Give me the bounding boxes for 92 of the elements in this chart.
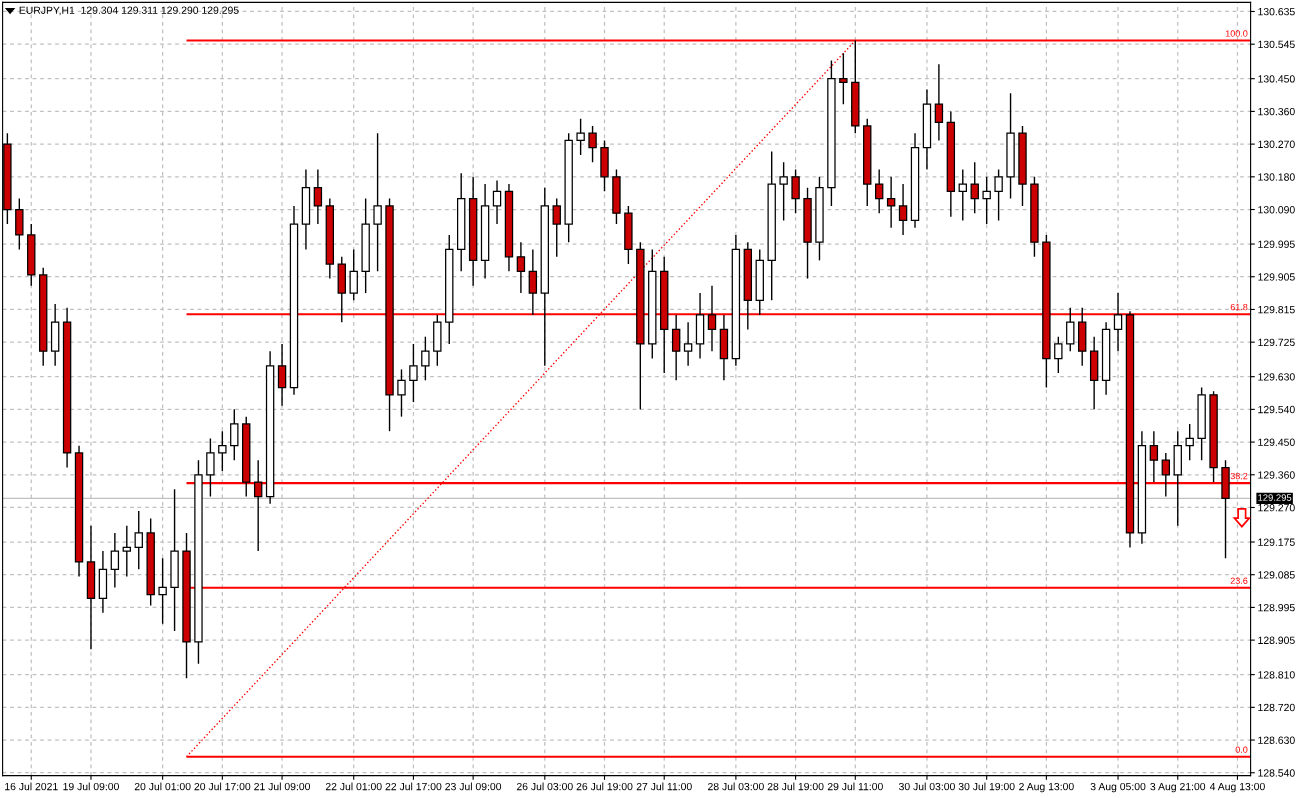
y-tick-label: 129.085 xyxy=(1258,571,1295,579)
y-tick-label: 129.540 xyxy=(1258,405,1295,414)
candlestick xyxy=(492,179,502,225)
candlestick xyxy=(110,532,120,589)
x-tick-label: 21 Jul 09:00 xyxy=(254,782,311,791)
candlestick xyxy=(158,557,167,625)
candlestick xyxy=(886,176,896,229)
x-tick-label: 20 Jul 17:00 xyxy=(194,782,251,791)
ref-line-label: 129.295 xyxy=(1258,494,1292,501)
candlestick xyxy=(779,161,788,222)
candlestick xyxy=(934,63,944,142)
candlestick xyxy=(218,430,227,472)
candlestick xyxy=(373,132,382,272)
candlestick xyxy=(230,408,239,461)
candlestick xyxy=(277,343,287,407)
annotation: 38.2 xyxy=(1230,472,1248,480)
candlestick xyxy=(970,161,979,214)
candlestick xyxy=(1054,336,1063,374)
candlestick xyxy=(683,321,693,367)
y-tick-label: 130.360 xyxy=(1258,107,1295,116)
y-tick-label: 128.540 xyxy=(1258,769,1295,777)
x-tick-label: 16 Jul 2021 xyxy=(5,782,58,791)
y-tick-label: 130.545 xyxy=(1258,40,1295,49)
candlestick xyxy=(409,343,418,403)
candlestick xyxy=(874,168,884,214)
candlestick xyxy=(576,117,585,156)
candlestick xyxy=(982,176,991,225)
candlestick xyxy=(588,125,597,163)
candlestick xyxy=(707,285,717,352)
annotation: 23.6 xyxy=(1230,577,1248,584)
candlestick xyxy=(552,197,561,258)
candlestick xyxy=(839,52,848,105)
x-tick-label: 3 Aug 21:00 xyxy=(1150,782,1206,793)
y-tick-label: 129.995 xyxy=(1258,240,1295,248)
y-tick-label: 128.630 xyxy=(1258,736,1295,744)
annotation: 61.8 xyxy=(1230,303,1248,311)
x-tick-label: 26 Jul 03:00 xyxy=(516,782,573,791)
y-tick-label: 129.175 xyxy=(1258,538,1295,546)
x-tick-label: 29 Jul 11:00 xyxy=(827,782,883,791)
x-tick-label: 2 Aug 13:00 xyxy=(1019,782,1074,793)
candlestick xyxy=(1113,292,1123,352)
x-tick-label: 26 Jul 19:00 xyxy=(576,782,633,791)
y-tick-label: 130.270 xyxy=(1258,140,1295,148)
candlestick xyxy=(958,168,967,222)
annotation: 0.0 xyxy=(1235,746,1248,753)
candlestick xyxy=(206,437,215,498)
x-tick-label: 27 Jul 11:00 xyxy=(636,782,692,791)
candlestick xyxy=(253,459,263,552)
y-tick-label: 129.450 xyxy=(1258,438,1295,446)
candlestick xyxy=(516,241,526,294)
candlestick xyxy=(421,336,430,381)
candlestick xyxy=(671,314,681,381)
chart-title: EURJPY,H1 129.304 129.311 129.290 129.295 xyxy=(19,6,239,16)
x-tick-label: 30 Jul 19:00 xyxy=(958,782,1015,791)
y-tick-label: 129.815 xyxy=(1258,305,1295,314)
candlestick xyxy=(791,168,800,214)
y-tick-label: 129.630 xyxy=(1258,373,1295,381)
candlestick xyxy=(313,168,323,225)
candlestick xyxy=(122,524,132,578)
x-tick-label: 4 Aug 13:00 xyxy=(1209,782,1265,793)
x-tick-label: 22 Jul 01:00 xyxy=(325,782,382,791)
y-tick-label: 129.725 xyxy=(1258,338,1295,347)
x-tick-label: 19 Jul 09:00 xyxy=(63,782,119,791)
x-tick-label: 23 Jul 09:00 xyxy=(445,782,502,791)
y-tick-label: 130.635 xyxy=(1258,7,1295,16)
candlestick xyxy=(898,183,908,236)
annotation: 100.0 xyxy=(1225,30,1248,37)
y-tick-label: 128.810 xyxy=(1258,671,1295,679)
y-tick-label: 130.090 xyxy=(1258,206,1295,214)
y-tick-label: 129.270 xyxy=(1258,503,1295,512)
candlestick xyxy=(349,248,358,302)
y-tick-label: 129.905 xyxy=(1258,273,1295,281)
candlestick xyxy=(994,168,1003,222)
candlestick xyxy=(1149,430,1159,483)
candlestick xyxy=(1161,452,1171,498)
candlestick xyxy=(134,510,143,570)
candlestick xyxy=(397,368,406,418)
y-tick-label: 129.360 xyxy=(1258,471,1295,479)
y-tick-label: 128.720 xyxy=(1258,703,1295,712)
x-tick-label: 30 Jul 03:00 xyxy=(898,782,955,791)
x-tick-label: 28 Jul 03:00 xyxy=(708,782,764,791)
y-tick-label: 128.995 xyxy=(1258,603,1295,612)
candlestick xyxy=(1066,306,1075,352)
y-tick-label: 130.180 xyxy=(1258,173,1295,181)
x-tick-label: 20 Jul 01:00 xyxy=(134,782,191,791)
candlestick xyxy=(528,248,538,316)
candlestick xyxy=(1185,423,1194,461)
x-tick-label: 28 Jul 19:00 xyxy=(767,782,824,791)
x-tick-label: 3 Aug 05:00 xyxy=(1090,782,1146,793)
y-tick-label: 128.905 xyxy=(1258,636,1295,644)
x-tick-label: 22 Jul 17:00 xyxy=(385,782,442,791)
y-tick-label: 130.450 xyxy=(1258,75,1295,83)
